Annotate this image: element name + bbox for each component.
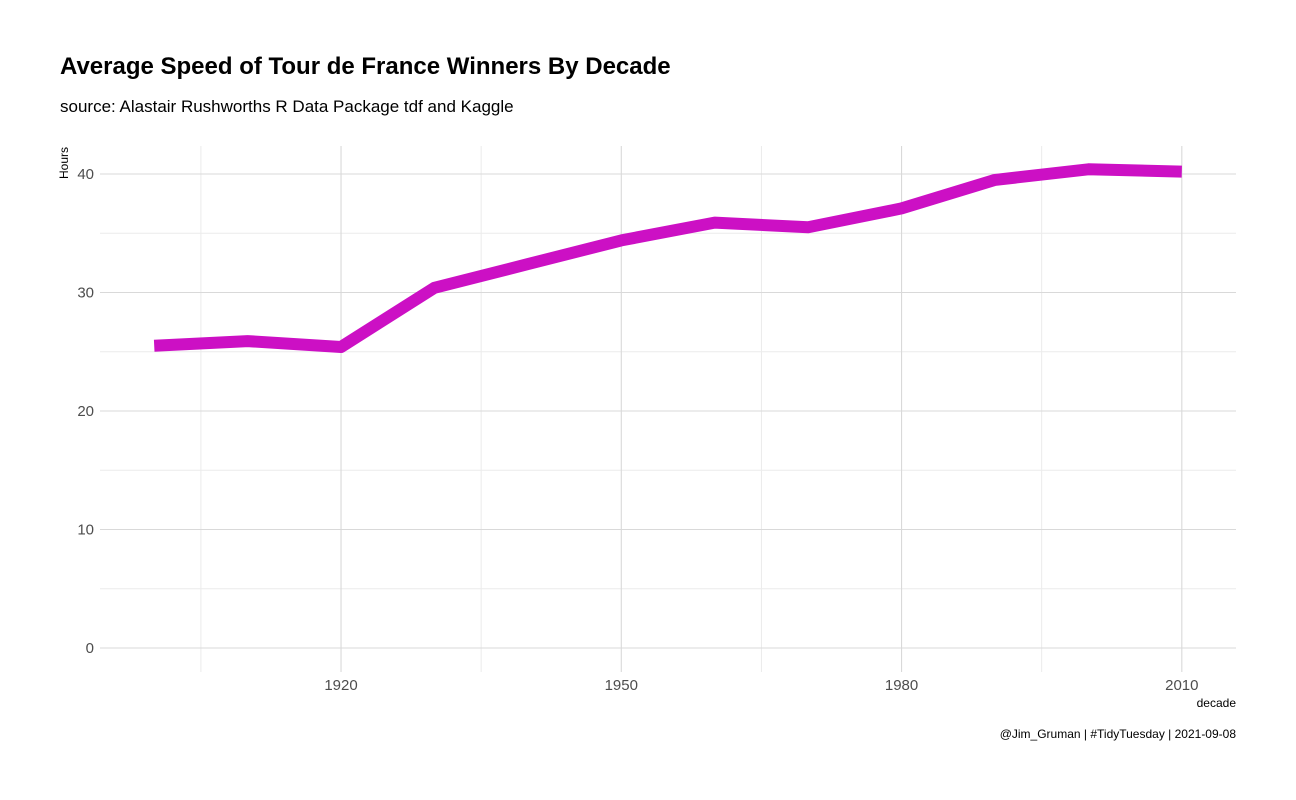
x-tick-labels: 1920 1950 1980 2010 (324, 677, 1198, 694)
x-tick-label: 1920 (324, 677, 357, 694)
y-axis-title: Hours (57, 147, 71, 179)
chart-subtitle: source: Alastair Rushworths R Data Packa… (60, 97, 514, 116)
x-axis-title: decade (1197, 696, 1237, 710)
y-tick-label: 0 (86, 640, 94, 657)
chart-title: Average Speed of Tour de France Winners … (60, 53, 671, 80)
series-line (153, 163, 1182, 353)
y-tick-label: 30 (77, 285, 94, 302)
x-tick-label: 1980 (885, 677, 918, 694)
x-tick-label: 2010 (1165, 677, 1198, 694)
minor-gridlines (100, 146, 1236, 672)
y-tick-label: 40 (77, 166, 94, 183)
y-tick-label: 10 (77, 522, 94, 539)
chart-caption: @Jim_Gruman | #TidyTuesday | 2021-09-08 (999, 727, 1236, 741)
y-tick-labels: 0 10 20 30 40 (77, 166, 94, 657)
major-gridlines (100, 146, 1236, 672)
y-tick-label: 20 (77, 403, 94, 420)
x-tick-label: 1950 (605, 677, 638, 694)
series-layer (153, 163, 1182, 353)
